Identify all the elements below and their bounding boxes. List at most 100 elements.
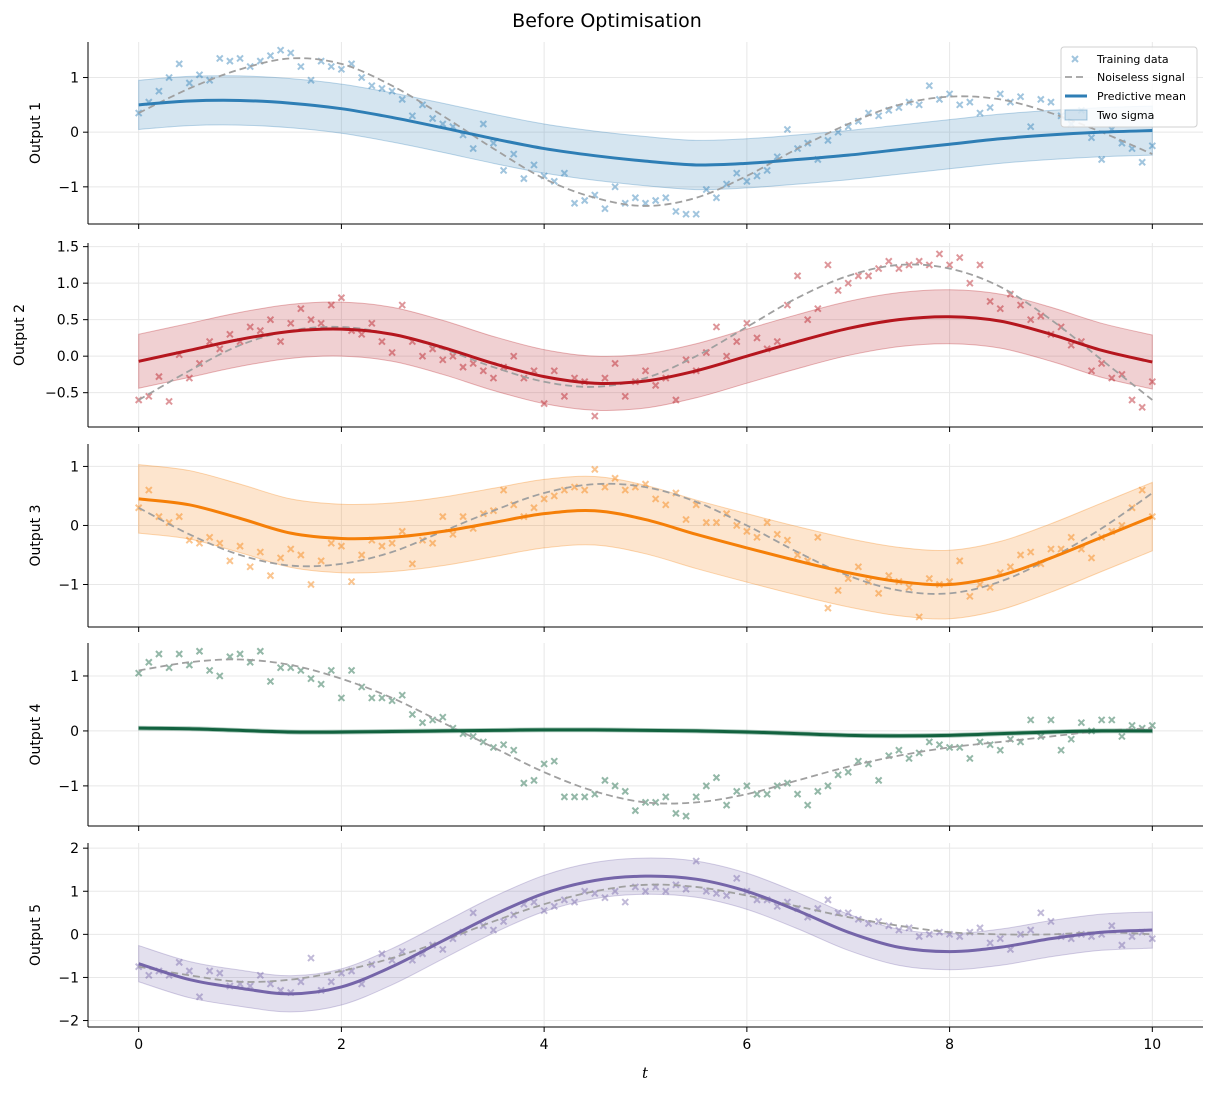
training-data-point (266, 315, 275, 324)
training-data-point (175, 512, 183, 521)
training-data-point (185, 374, 194, 382)
training-data-point (216, 672, 224, 680)
training-data-point (722, 180, 731, 188)
training-data-point (996, 746, 1004, 754)
training-data-point (570, 898, 579, 906)
training-data-point (925, 574, 934, 583)
training-data-point (1016, 551, 1025, 559)
legend-label: Training data (1096, 53, 1169, 66)
training-data-point (317, 319, 325, 328)
training-data-point (631, 806, 640, 815)
training-data-point (1006, 563, 1015, 571)
y-tick-label: 1 (70, 459, 79, 475)
training-data-point (1097, 155, 1106, 164)
training-data-point (702, 782, 711, 790)
training-data-point (388, 87, 396, 95)
training-data-point (662, 887, 670, 895)
training-data-point (722, 891, 731, 900)
training-data-point (621, 486, 629, 494)
training-data-point (307, 675, 315, 683)
y-tick-label: 0 (70, 518, 79, 534)
training-data-point (864, 577, 873, 586)
training-data-point (195, 539, 204, 547)
training-data-point (611, 183, 619, 191)
legend-label: Predictive mean (1097, 90, 1186, 103)
training-data-point (520, 779, 528, 787)
training-data-point (489, 926, 498, 934)
training-data-point (256, 647, 265, 655)
training-data-point (956, 101, 964, 109)
training-data-point (1026, 716, 1035, 724)
training-data-point (155, 650, 163, 658)
training-data-point (743, 319, 751, 328)
training-data-point (145, 658, 153, 666)
training-data-point (905, 583, 913, 592)
training-data-point (662, 501, 670, 509)
training-data-point (185, 79, 194, 87)
legend: Training data Noiseless signal Predictive … (1060, 46, 1198, 128)
training-data-point (621, 787, 629, 796)
y-tick-label: −1 (58, 180, 79, 196)
training-data-point (499, 917, 508, 926)
training-data-point (165, 73, 173, 82)
training-data-point (895, 746, 903, 754)
training-data-point (540, 906, 548, 915)
training-data-point (327, 62, 335, 71)
training-data-point (459, 363, 467, 371)
training-data-point (246, 62, 254, 71)
training-data-point (966, 279, 974, 287)
training-data-point (155, 87, 163, 95)
training-data-point (844, 909, 852, 917)
training-data-point (327, 666, 335, 675)
panel-output-3: −1 0 1 Output 3 (28, 444, 1203, 632)
y-axis-label: Output 5 (28, 904, 44, 966)
plot-area (134, 857, 1157, 1013)
training-data-point (1138, 158, 1146, 166)
training-data-point (1026, 123, 1035, 131)
training-data-point (570, 199, 579, 207)
training-data-point (560, 392, 569, 401)
training-data-point (205, 967, 214, 975)
training-data-point (601, 204, 609, 213)
training-data-point (905, 261, 913, 269)
training-data-point (449, 352, 457, 360)
training-data-point (874, 776, 883, 785)
training-data-point (205, 666, 214, 675)
training-data-point (439, 512, 447, 521)
two-sigma-band (138, 75, 1153, 191)
training-data-point (925, 82, 934, 90)
training-data-point (398, 301, 406, 309)
training-data-point (1067, 735, 1075, 743)
training-data-point (692, 210, 700, 218)
training-data-point (712, 889, 721, 898)
training-data-point (844, 279, 852, 287)
training-data-point (641, 887, 650, 895)
legend-box (1060, 46, 1198, 128)
training-data-point (591, 465, 599, 474)
training-data-point (763, 518, 771, 527)
y-axis-label: Output 1 (28, 102, 44, 164)
training-data-point (1108, 374, 1116, 382)
x-tick-label: 0 (134, 1037, 143, 1053)
training-data-point (803, 315, 812, 324)
training-data-point (368, 694, 376, 702)
noiseless-signal-line (138, 263, 1153, 401)
training-data-point (327, 539, 335, 547)
two-sigma-band (138, 857, 1153, 1013)
training-data-point (945, 743, 954, 752)
training-data-point (682, 812, 690, 820)
training-data-point (256, 971, 265, 979)
training-data-point (631, 194, 640, 202)
training-data-point (854, 757, 863, 765)
training-data-point (611, 359, 619, 368)
training-data-point (682, 885, 690, 893)
plot-area (134, 250, 1157, 420)
training-data-point (307, 76, 315, 84)
training-data-point (641, 367, 650, 375)
training-data-point (439, 945, 447, 954)
y-tick-label: 1.0 (57, 276, 79, 292)
panels-group: −1 0 1 Output 1 −0.5 0.0 0.5 1.0 1.5 Output 2 −1 0 1… (12, 42, 1203, 1053)
training-data-point (510, 150, 518, 158)
training-data-point (1148, 142, 1157, 150)
training-data-point (733, 787, 741, 796)
